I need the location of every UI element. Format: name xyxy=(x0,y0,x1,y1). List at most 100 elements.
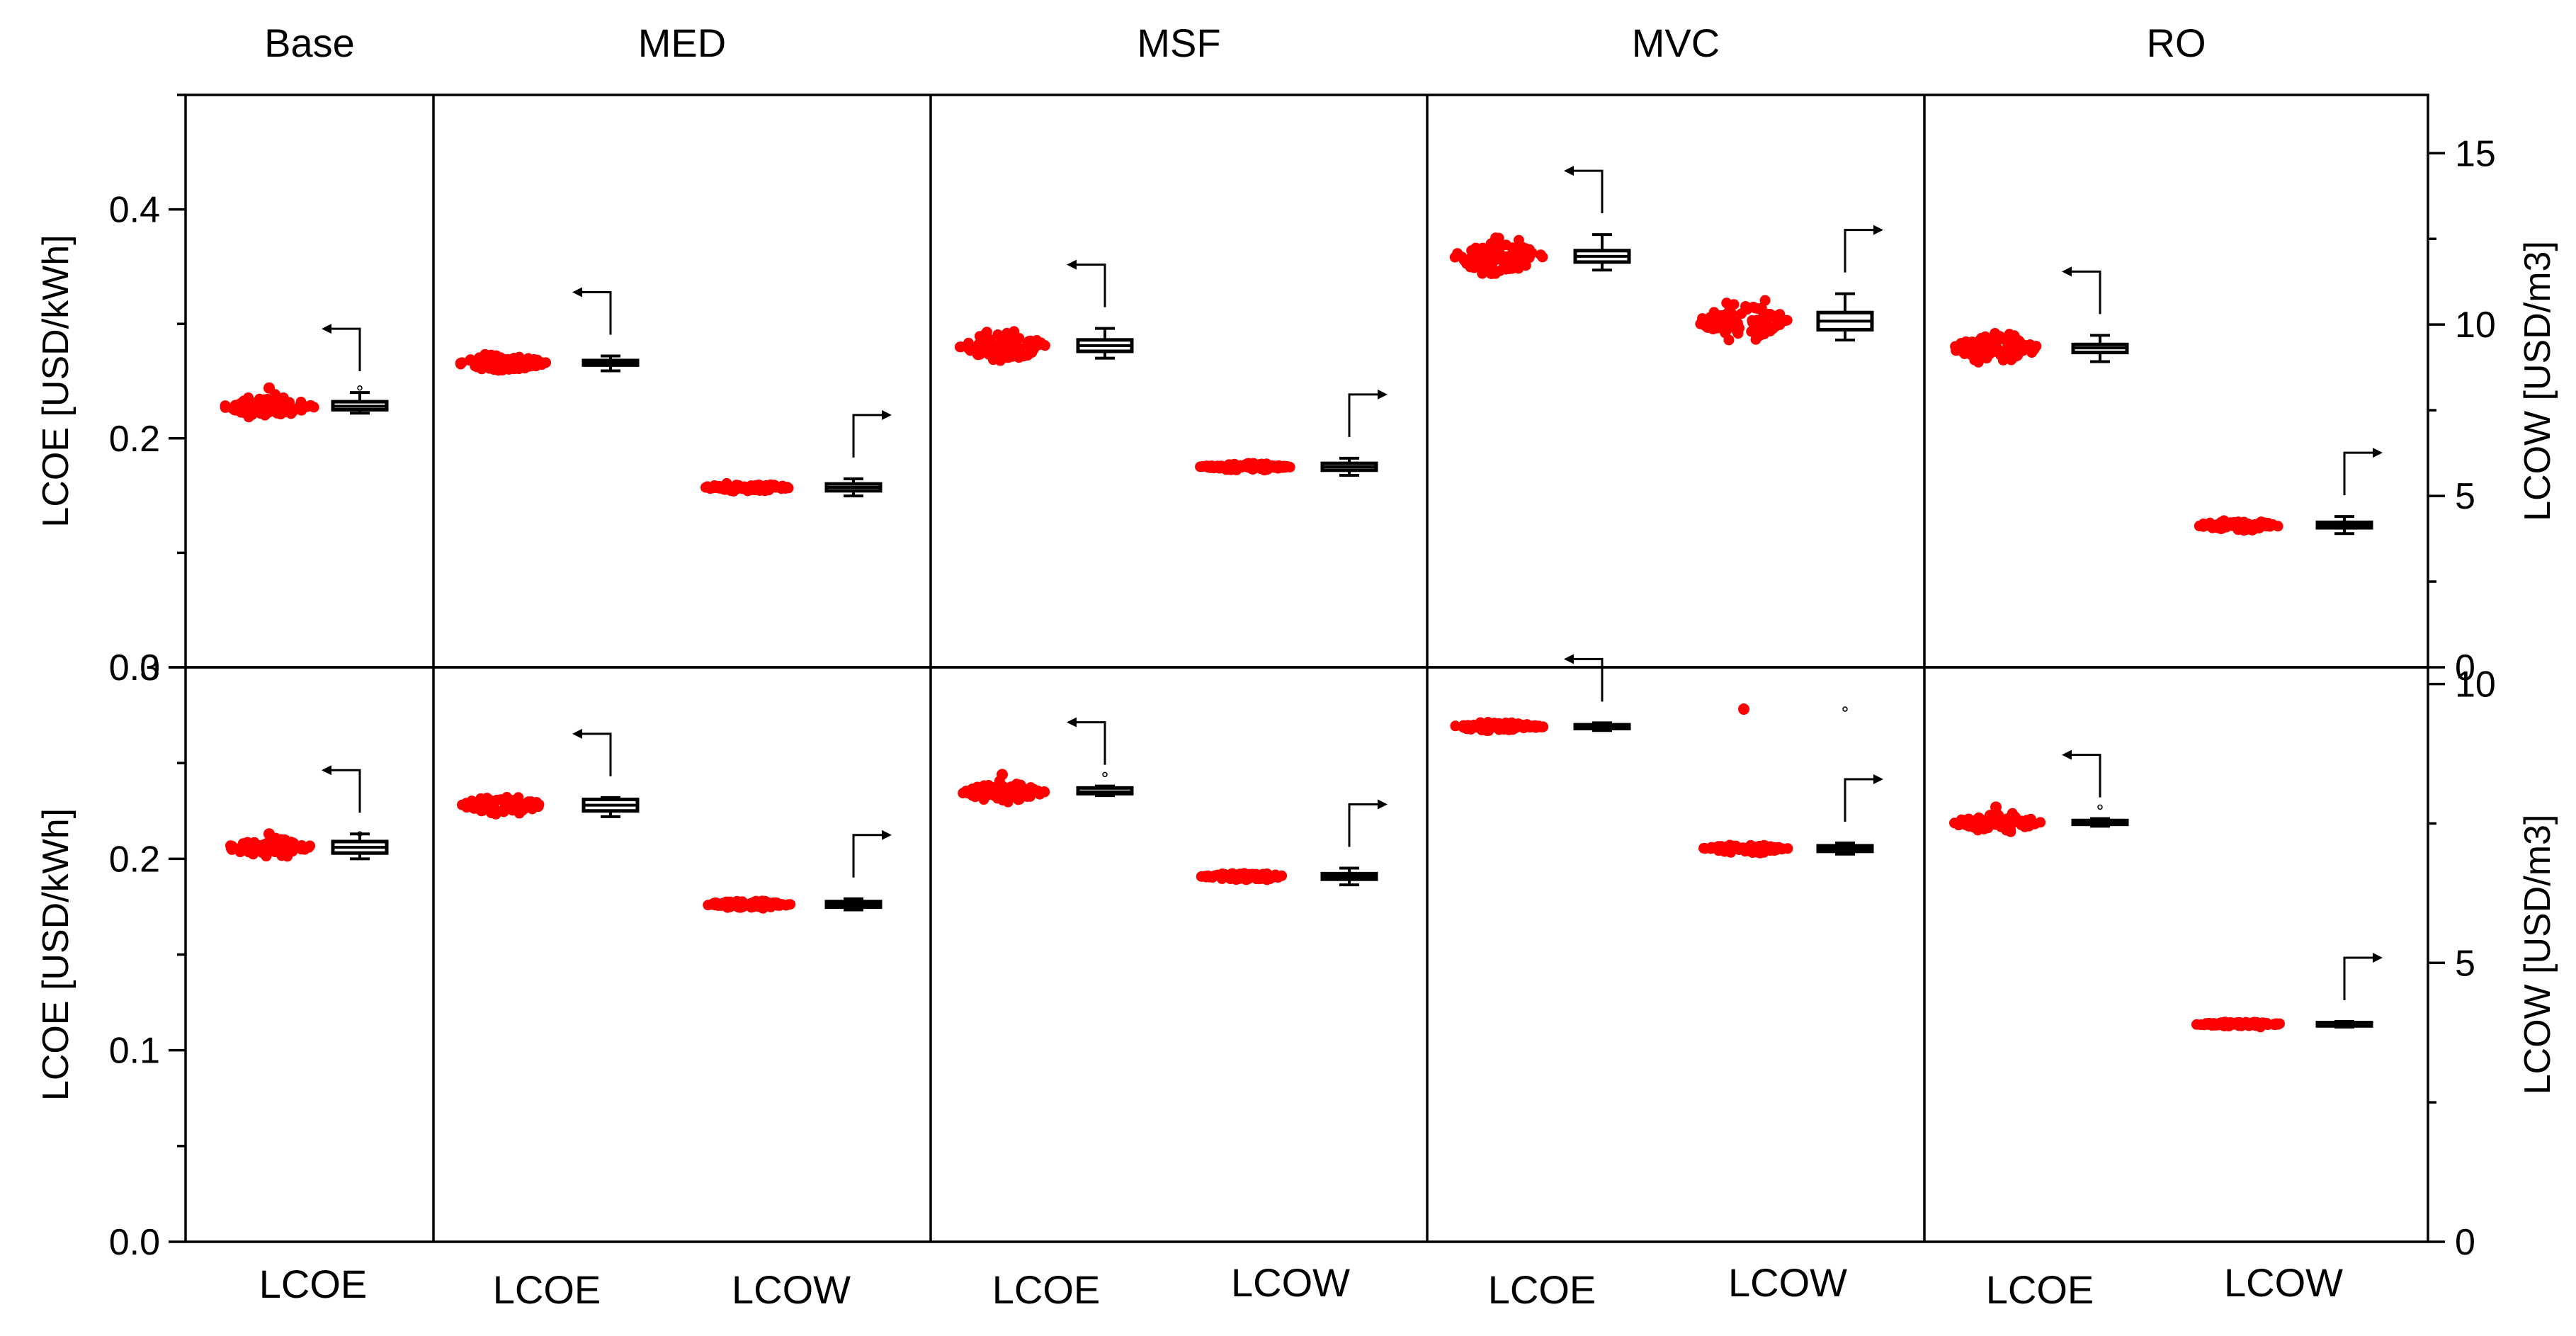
data-point xyxy=(1758,328,1769,339)
axis-arrow-head xyxy=(2373,952,2383,963)
data-point xyxy=(1767,323,1778,334)
series-ro-lcow xyxy=(2191,952,2383,1033)
data-point xyxy=(501,792,513,803)
data-point xyxy=(1506,261,1517,272)
axis-arrow-left xyxy=(582,732,612,776)
data-point xyxy=(1474,261,1485,272)
data-point xyxy=(1016,790,1027,801)
data-point xyxy=(1538,721,1549,732)
left-tick-label: 0.1 xyxy=(109,1031,160,1072)
data-point xyxy=(284,841,295,852)
axis-arrow-left xyxy=(1077,264,1106,307)
data-point xyxy=(1026,341,1038,353)
data-point xyxy=(1963,813,1975,825)
data-point xyxy=(1695,318,1706,329)
data-point xyxy=(487,354,499,366)
axis-arrow-right xyxy=(1348,803,1378,847)
axis-arrow-head xyxy=(1378,799,1388,810)
data-point xyxy=(1278,460,1289,472)
axis-arrow-head xyxy=(1564,654,1574,664)
data-point xyxy=(513,363,524,374)
data-point xyxy=(1732,328,1744,339)
data-point xyxy=(2024,339,2036,351)
right-axis-title: LCOW [USD/m3] xyxy=(2517,241,2558,521)
plot-frame xyxy=(184,94,2429,669)
axis-arrow-head xyxy=(1873,225,1883,235)
data-point xyxy=(303,842,314,853)
data-point xyxy=(1756,302,1767,314)
data-point xyxy=(1997,818,2009,830)
box-outlier xyxy=(1102,771,1108,778)
data-point xyxy=(238,395,249,407)
right-axis-title: LCOW [USD/m3] xyxy=(2517,815,2558,1095)
data-point xyxy=(2214,1017,2225,1029)
data-point xyxy=(1209,870,1220,881)
data-point xyxy=(1997,346,2009,358)
series-ro-lcoe xyxy=(1950,266,2129,368)
axis-arrow-head xyxy=(2062,749,2072,760)
axis-arrow-right xyxy=(2343,451,2373,496)
data-point xyxy=(1724,304,1735,315)
box-outlier xyxy=(357,831,363,837)
data-point xyxy=(305,400,316,412)
left-tick-label: 0.2 xyxy=(109,419,160,460)
axis-arrow-left xyxy=(1077,721,1106,765)
data-point xyxy=(764,481,776,492)
data-point xyxy=(1513,234,1524,246)
right-tick-label: 0 xyxy=(2455,1222,2475,1263)
axis-arrow-head xyxy=(1873,774,1883,785)
data-point xyxy=(475,793,487,804)
data-point xyxy=(270,400,281,411)
axis-arrow-right xyxy=(1348,393,1378,437)
data-point xyxy=(536,357,547,368)
axis-arrow-head xyxy=(882,409,892,420)
data-point xyxy=(1201,871,1212,883)
data-point xyxy=(1732,317,1743,329)
data-point xyxy=(1039,340,1050,351)
data-point xyxy=(1461,723,1473,734)
data-point xyxy=(1487,254,1499,265)
data-point xyxy=(504,358,516,369)
data-point xyxy=(1503,724,1514,735)
series-med-lcoe xyxy=(455,287,640,376)
data-point xyxy=(1516,243,1528,254)
axis-arrow-left xyxy=(582,290,612,335)
data-point xyxy=(1004,341,1015,352)
data-point xyxy=(284,402,295,413)
data-point xyxy=(1014,352,1025,363)
left-tick-label: 0.0 xyxy=(109,1222,160,1263)
data-point xyxy=(1002,786,1013,798)
category-label: LCOE xyxy=(1986,1267,2094,1312)
data-point xyxy=(1986,341,1997,352)
data-point xyxy=(251,405,263,417)
data-point xyxy=(241,841,252,852)
axis-arrow-head xyxy=(2373,448,2383,458)
data-point xyxy=(1014,333,1025,344)
left-tick-label: 0.0 xyxy=(109,647,160,689)
data-point xyxy=(2223,519,2235,531)
data-point xyxy=(480,349,491,360)
data-point xyxy=(2013,345,2024,356)
data-point xyxy=(2256,516,2267,528)
data-point xyxy=(494,805,506,817)
right-tick-label: 5 xyxy=(2455,476,2475,517)
data-point xyxy=(749,482,761,494)
series-base-lcoe xyxy=(220,324,389,423)
data-point xyxy=(476,363,487,375)
right-tick-label: 15 xyxy=(2455,133,2496,174)
category-label: LCOE xyxy=(493,1267,601,1312)
data-point xyxy=(982,782,994,793)
left-tick-label: 0.2 xyxy=(109,839,160,880)
data-point xyxy=(1537,251,1548,263)
axis-arrow-right xyxy=(2343,956,2373,1000)
data-point xyxy=(972,781,983,793)
data-point xyxy=(1973,356,1984,368)
data-point xyxy=(976,342,987,353)
axis-arrow-head xyxy=(1564,166,1574,176)
axis-arrow-right xyxy=(1844,778,1873,822)
series-msf-lcow xyxy=(1195,389,1388,477)
series-msf-lcoe xyxy=(958,717,1134,808)
series-mvc-lcoe xyxy=(1450,654,1631,736)
data-point xyxy=(1771,315,1783,326)
right-tick-label: 10 xyxy=(2455,664,2496,706)
